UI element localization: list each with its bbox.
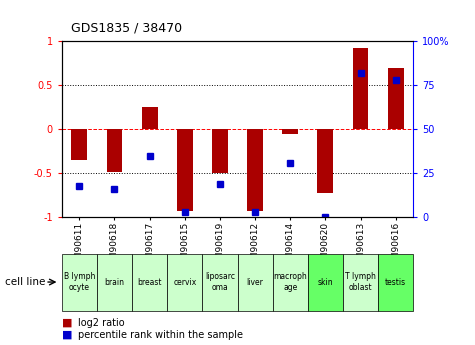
Text: ■: ■ <box>62 330 72 339</box>
Text: cervix: cervix <box>173 277 196 287</box>
Bar <box>177 129 193 211</box>
Bar <box>352 48 369 129</box>
Text: cell line: cell line <box>5 277 45 287</box>
Text: liver: liver <box>247 277 264 287</box>
Text: GDS1835 / 38470: GDS1835 / 38470 <box>71 21 182 34</box>
Bar <box>71 129 87 160</box>
Bar <box>212 129 228 173</box>
Text: brain: brain <box>104 277 124 287</box>
Text: percentile rank within the sample: percentile rank within the sample <box>78 330 243 339</box>
Bar <box>388 68 404 129</box>
Text: skin: skin <box>318 277 333 287</box>
Bar <box>317 129 333 193</box>
Text: ■: ■ <box>62 318 72 327</box>
Bar <box>106 129 123 171</box>
Text: testis: testis <box>385 277 406 287</box>
Text: liposarc
oma: liposarc oma <box>205 272 235 292</box>
Text: macroph
age: macroph age <box>273 272 307 292</box>
Bar <box>282 129 298 134</box>
Text: log2 ratio: log2 ratio <box>78 318 125 327</box>
Text: T lymph
oblast: T lymph oblast <box>345 272 376 292</box>
Text: breast: breast <box>137 277 162 287</box>
Bar <box>247 129 263 211</box>
Bar <box>142 107 158 129</box>
Text: B lymph
ocyte: B lymph ocyte <box>64 272 95 292</box>
